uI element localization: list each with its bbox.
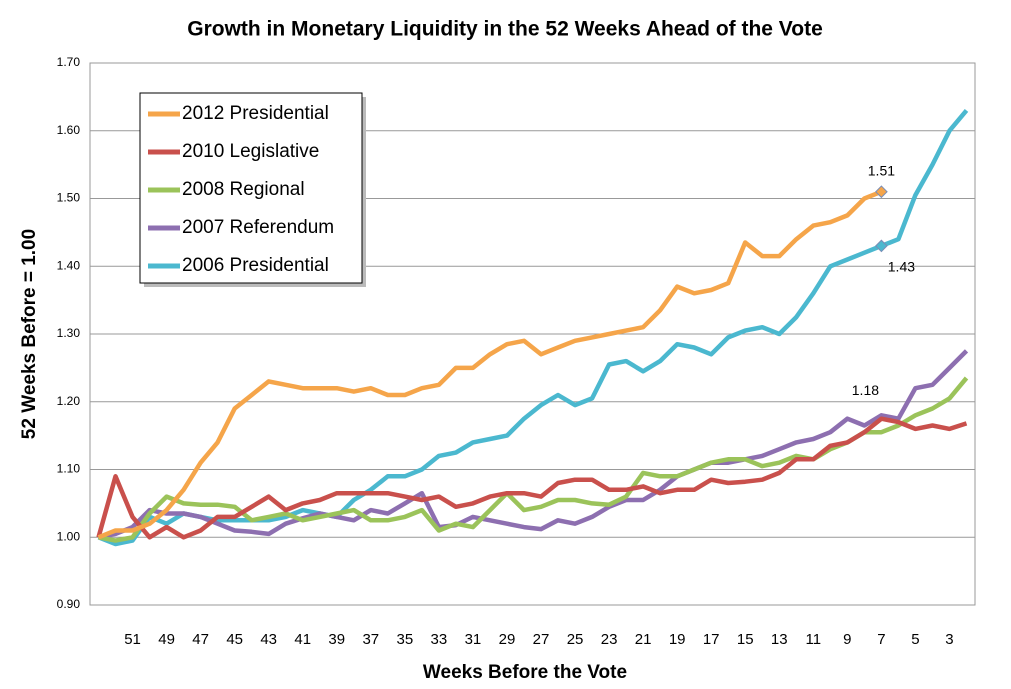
- x-tick-label: 43: [260, 631, 277, 648]
- y-tick-label: 1.50: [57, 191, 81, 205]
- series-line: [96, 416, 968, 540]
- x-tick-label: 23: [601, 631, 618, 648]
- legend-box: [139, 92, 363, 284]
- legend-label: 2006 Presidential: [182, 255, 329, 276]
- point-marker: [875, 239, 888, 253]
- x-tick-label: 25: [567, 631, 584, 648]
- y-tick-label: 1.20: [57, 394, 81, 408]
- legend: 2012 Presidential 2010 Legislative 2008 Re…: [139, 92, 363, 284]
- x-tick-label: 13: [771, 631, 788, 648]
- legend-label: 2008 Regional: [182, 179, 305, 200]
- x-tick-label: 51: [124, 631, 141, 648]
- y-axis-label: 52 Weeks Before = 1.00: [19, 229, 40, 439]
- x-tick-label: 5: [911, 631, 919, 648]
- annotation: 1.43: [888, 259, 915, 275]
- x-tick-label: 3: [945, 631, 953, 648]
- x-tick-label: 29: [499, 631, 516, 648]
- x-tick-label: 27: [533, 631, 550, 648]
- legend-label: 2012 Presidential: [182, 103, 329, 124]
- plot-border: [89, 62, 976, 606]
- x-tick-label: 49: [158, 631, 175, 648]
- series-line: [97, 108, 969, 547]
- y-tick-label: 1.10: [57, 462, 81, 476]
- x-tick-label: 45: [226, 631, 243, 648]
- x-axis-label: Weeks Before the Vote: [423, 662, 627, 683]
- x-tick-label: 37: [362, 631, 379, 648]
- legend-label: 2010 Legislative: [182, 141, 319, 162]
- x-tick-label: 19: [669, 631, 686, 648]
- y-tick-label: 1.40: [57, 258, 81, 272]
- x-tick-label: 31: [465, 631, 482, 648]
- x-tick-label: 15: [737, 631, 754, 648]
- legend-label: 2007 Referendum: [182, 217, 334, 238]
- x-tick-label: 47: [192, 631, 209, 648]
- x-tick-label: 41: [294, 631, 311, 648]
- x-tick-label: 11: [806, 631, 822, 648]
- y-tick-label: 1.70: [57, 55, 81, 69]
- series-line: [98, 349, 969, 540]
- x-tick-label: 21: [635, 631, 652, 648]
- y-tick-label: 0.90: [57, 597, 81, 611]
- annotation: 1.51: [868, 162, 895, 178]
- y-tick-label: 1.30: [57, 326, 81, 340]
- x-tick-label: 17: [703, 631, 720, 648]
- x-tick-label: 39: [328, 631, 345, 648]
- x-tick-label: 35: [397, 631, 414, 648]
- chart-title: Growth in Monetary Liquidity in the 52 W…: [187, 18, 823, 41]
- point-marker: [875, 185, 888, 199]
- y-tick-label: 1.60: [57, 123, 81, 137]
- y-tick-label: 1.00: [57, 529, 81, 543]
- x-tick-label: 7: [877, 631, 885, 648]
- series-line: [97, 189, 883, 540]
- annotation: 1.18: [852, 382, 879, 398]
- x-tick-label: 33: [431, 631, 448, 648]
- x-tick-label: 9: [843, 631, 851, 648]
